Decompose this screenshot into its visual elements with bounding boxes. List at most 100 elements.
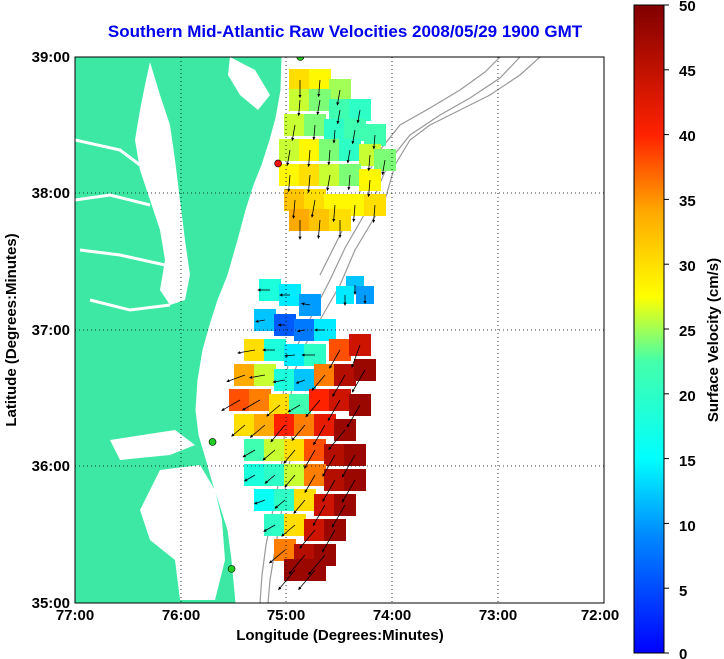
velocity-arrow — [372, 134, 376, 150]
velocity-arrow — [351, 369, 366, 393]
velocity-arrow — [301, 302, 311, 306]
lat-tick: 37:00 — [32, 322, 70, 339]
map-title: Southern Mid-Atlantic Raw Velocities 200… — [107, 22, 583, 41]
velocity-arrow — [322, 454, 336, 477]
velocity-arrow — [332, 374, 346, 397]
velocity-arrow — [308, 554, 326, 576]
velocity-arrow — [327, 399, 341, 422]
velocity-arrow — [341, 479, 356, 503]
velocity-arrow — [287, 174, 291, 193]
velocity-arrow — [341, 454, 356, 478]
velocity-arrow — [312, 504, 326, 527]
velocity-arrow — [292, 199, 296, 219]
colorbar-tick-labels: 50 45 40 35 30 25 20 15 10 5 0 — [679, 0, 696, 659]
velocity-arrow — [367, 154, 371, 172]
velocity-arrow — [367, 179, 371, 198]
colorbar-ticks — [664, 4, 669, 654]
velocity-arrow — [327, 149, 331, 166]
lon-tick: 75:00 — [267, 607, 305, 624]
lon-tick: 76:00 — [162, 607, 200, 624]
velocity-arrow — [351, 344, 361, 368]
colorbar-tick: 35 — [679, 193, 696, 210]
radar-station-marker — [296, 57, 305, 61]
velocity-arrow — [255, 319, 266, 323]
velocity-arrow — [347, 174, 351, 191]
velocity-arrow — [332, 129, 336, 144]
colorbar-tick: 20 — [679, 388, 696, 405]
velocity-arrow — [307, 149, 311, 168]
lon-tick: 77:00 — [56, 607, 94, 624]
colorbar-tick: 45 — [679, 63, 696, 80]
velocity-arrow — [351, 129, 356, 145]
velocity-arrow — [329, 349, 341, 369]
velocity-arrow — [295, 379, 306, 384]
colorbar-tick: 25 — [679, 323, 696, 340]
velocity-arrow — [249, 424, 266, 438]
velocity-arrow — [316, 99, 321, 116]
velocity-arrow — [270, 424, 286, 443]
velocity-arrow — [242, 399, 261, 411]
velocity-arrow — [263, 524, 276, 532]
velocity-arrow — [332, 204, 336, 223]
velocity-arrow — [336, 89, 341, 106]
velocity-arrow — [266, 404, 281, 417]
colorbar-tick: 40 — [679, 128, 696, 145]
velocity-arrow — [304, 474, 316, 493]
velocity-arrow — [274, 499, 286, 509]
chesapeake-bay — [135, 62, 190, 305]
velocity-arrow — [242, 449, 256, 458]
velocity-arrow — [291, 124, 296, 141]
colorbar-tick: 50 — [679, 0, 696, 15]
velocity-arrow — [346, 404, 361, 428]
lat-tick: 38:00 — [32, 185, 70, 202]
velocity-arrow — [278, 569, 296, 591]
velocity-arrow — [307, 174, 311, 193]
velocity-arrow — [331, 504, 346, 528]
velocity-arrow — [299, 529, 316, 549]
velocity-arrow — [286, 149, 291, 166]
lat-tick: 35:00 — [32, 595, 70, 612]
velocity-arrow — [291, 424, 306, 441]
albemarle-sound — [110, 430, 195, 460]
velocity-arrow — [298, 569, 316, 591]
land-mass — [75, 57, 283, 603]
velocity-arrow — [372, 204, 376, 223]
colorbar-label: Surface Velocity (cm/s) — [705, 258, 722, 422]
velocity-arrow — [284, 354, 296, 358]
velocity-arrow — [328, 429, 346, 451]
velocity-arrow — [356, 109, 361, 124]
velocity-arrow — [264, 474, 276, 484]
velocity-arrow — [322, 479, 336, 502]
colorbar-tick: 0 — [679, 646, 687, 659]
velocity-arrow — [305, 399, 321, 418]
lat-tick: 36:00 — [32, 458, 70, 475]
velocity-arrow — [237, 349, 256, 355]
colorbar-tick: 30 — [679, 258, 696, 275]
velocity-arrow — [281, 524, 296, 537]
velocity-arrow — [336, 109, 341, 125]
radar-station-marker — [227, 565, 236, 573]
radar-station-marker — [208, 438, 217, 446]
colorbar-tick: 15 — [679, 453, 696, 470]
velocity-arrow — [262, 449, 276, 461]
velocity-arrow — [221, 399, 241, 411]
velocity-arrow — [321, 529, 336, 553]
lon-tick: 74:00 — [373, 607, 411, 624]
pamlico-sound — [140, 465, 225, 600]
velocity-arrow — [313, 424, 326, 446]
velocity-arrow — [226, 374, 246, 383]
velocity-arrow — [231, 424, 246, 437]
velocity-arrow — [311, 374, 326, 391]
y-axis-label: Latitude (Degrees:Minutes) — [3, 233, 20, 426]
lat-tick-labels: 39:00 38:00 37:00 36:00 35:00 — [32, 49, 70, 612]
velocity-arrow — [304, 449, 316, 469]
velocity-arrow — [346, 149, 351, 164]
lon-tick: 72:00 — [581, 607, 619, 624]
velocity-arrow — [269, 549, 286, 564]
velocity-arrow — [253, 499, 266, 505]
map-frame — [74, 56, 605, 604]
velocity-arrow — [317, 79, 321, 98]
lat-tick: 39:00 — [32, 49, 70, 66]
x-axis-label: Longitude (Degrees:Minutes) — [236, 627, 444, 644]
